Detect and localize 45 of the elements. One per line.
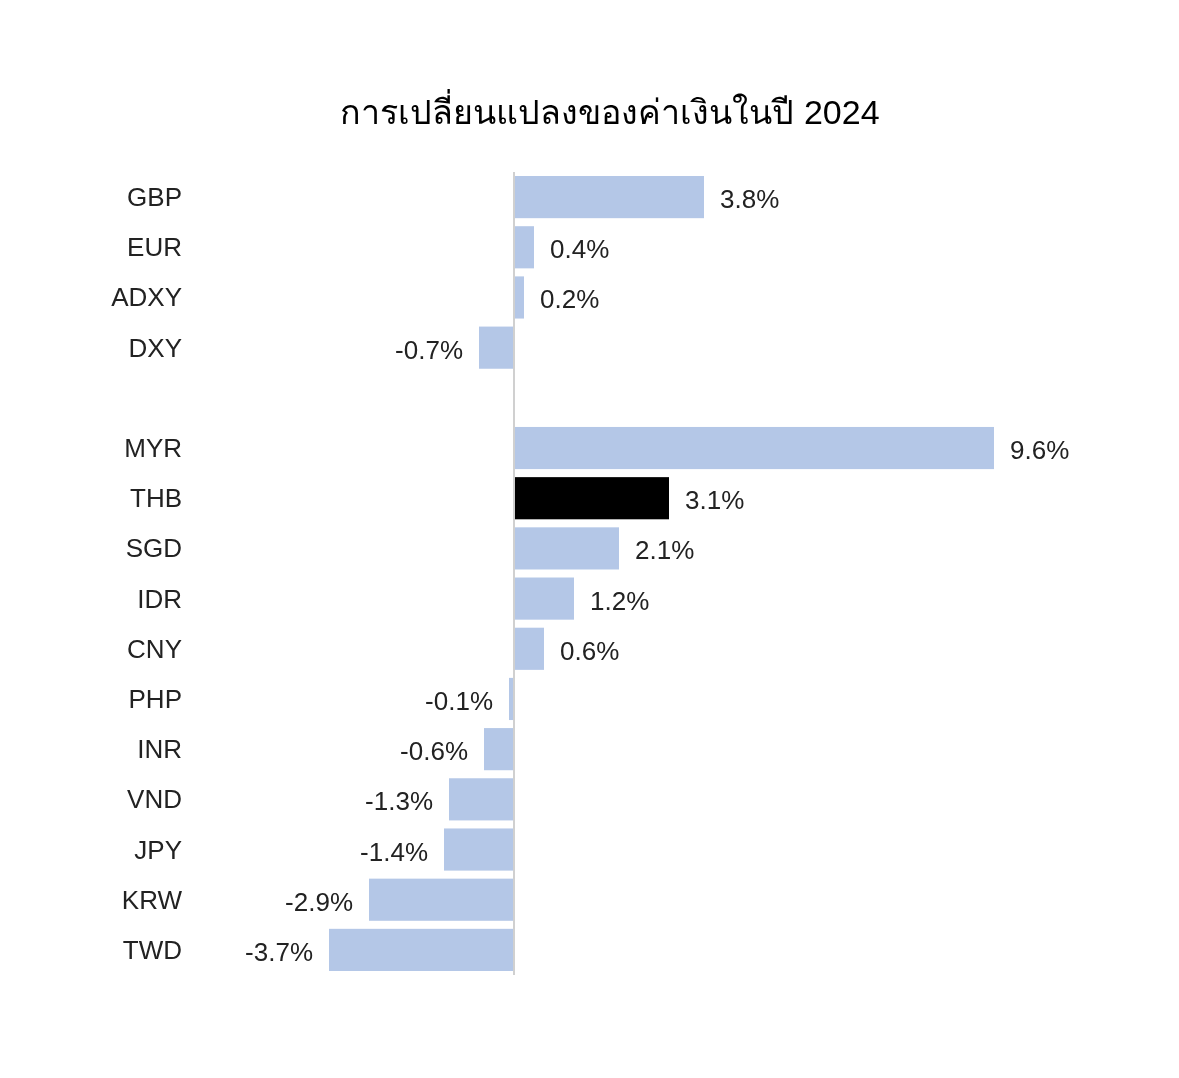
y-tick-label: DXY xyxy=(128,332,182,363)
data-label: 0.2% xyxy=(540,284,600,315)
data-label: -1.4% xyxy=(360,836,428,867)
data-label: 1.2% xyxy=(590,585,650,616)
y-tick-label: TWD xyxy=(122,934,182,965)
y-tick-label: PHP xyxy=(128,683,182,714)
data-label: -2.9% xyxy=(285,886,353,917)
data-label: 2.1% xyxy=(635,535,695,566)
data-label: -0.1% xyxy=(425,685,493,716)
chart-title: การเปลี่ยนแปลงของค่าเงินในปี 2024 xyxy=(340,89,880,131)
y-tick-label: INR xyxy=(137,734,182,765)
data-label: 0.6% xyxy=(560,635,620,666)
y-tick-label: VND xyxy=(127,784,182,815)
bar xyxy=(514,527,619,570)
y-tick-label: MYR xyxy=(124,433,182,464)
y-tick-label: GBP xyxy=(127,182,182,213)
data-label: 3.1% xyxy=(685,485,745,516)
bar xyxy=(514,577,574,620)
data-label: -3.7% xyxy=(245,936,313,967)
y-tick-label: JPY xyxy=(134,834,182,865)
bar xyxy=(329,928,514,971)
bar xyxy=(484,728,514,771)
bar xyxy=(514,627,544,670)
bar xyxy=(514,426,994,470)
bar xyxy=(444,828,514,871)
bar xyxy=(514,276,524,319)
bar xyxy=(514,176,704,219)
data-label: -0.7% xyxy=(395,334,463,365)
data-label: -1.3% xyxy=(365,786,433,817)
bar xyxy=(369,878,514,921)
bar xyxy=(514,226,534,269)
y-tick-label: EUR xyxy=(127,232,182,263)
y-tick-label: IDR xyxy=(137,583,182,614)
bar xyxy=(514,477,669,520)
y-tick-label: KRW xyxy=(121,884,183,915)
bar xyxy=(479,326,514,369)
data-label: 0.4% xyxy=(550,234,610,265)
data-label: 9.6% xyxy=(1010,435,1070,466)
data-label: -0.6% xyxy=(400,736,468,767)
y-tick-label: THB xyxy=(130,483,182,514)
y-tick-label: ADXY xyxy=(111,282,182,313)
data-label: 3.8% xyxy=(720,184,780,215)
y-tick-label: CNY xyxy=(127,633,182,664)
bar xyxy=(449,778,514,821)
y-tick-label: SGD xyxy=(125,533,182,564)
